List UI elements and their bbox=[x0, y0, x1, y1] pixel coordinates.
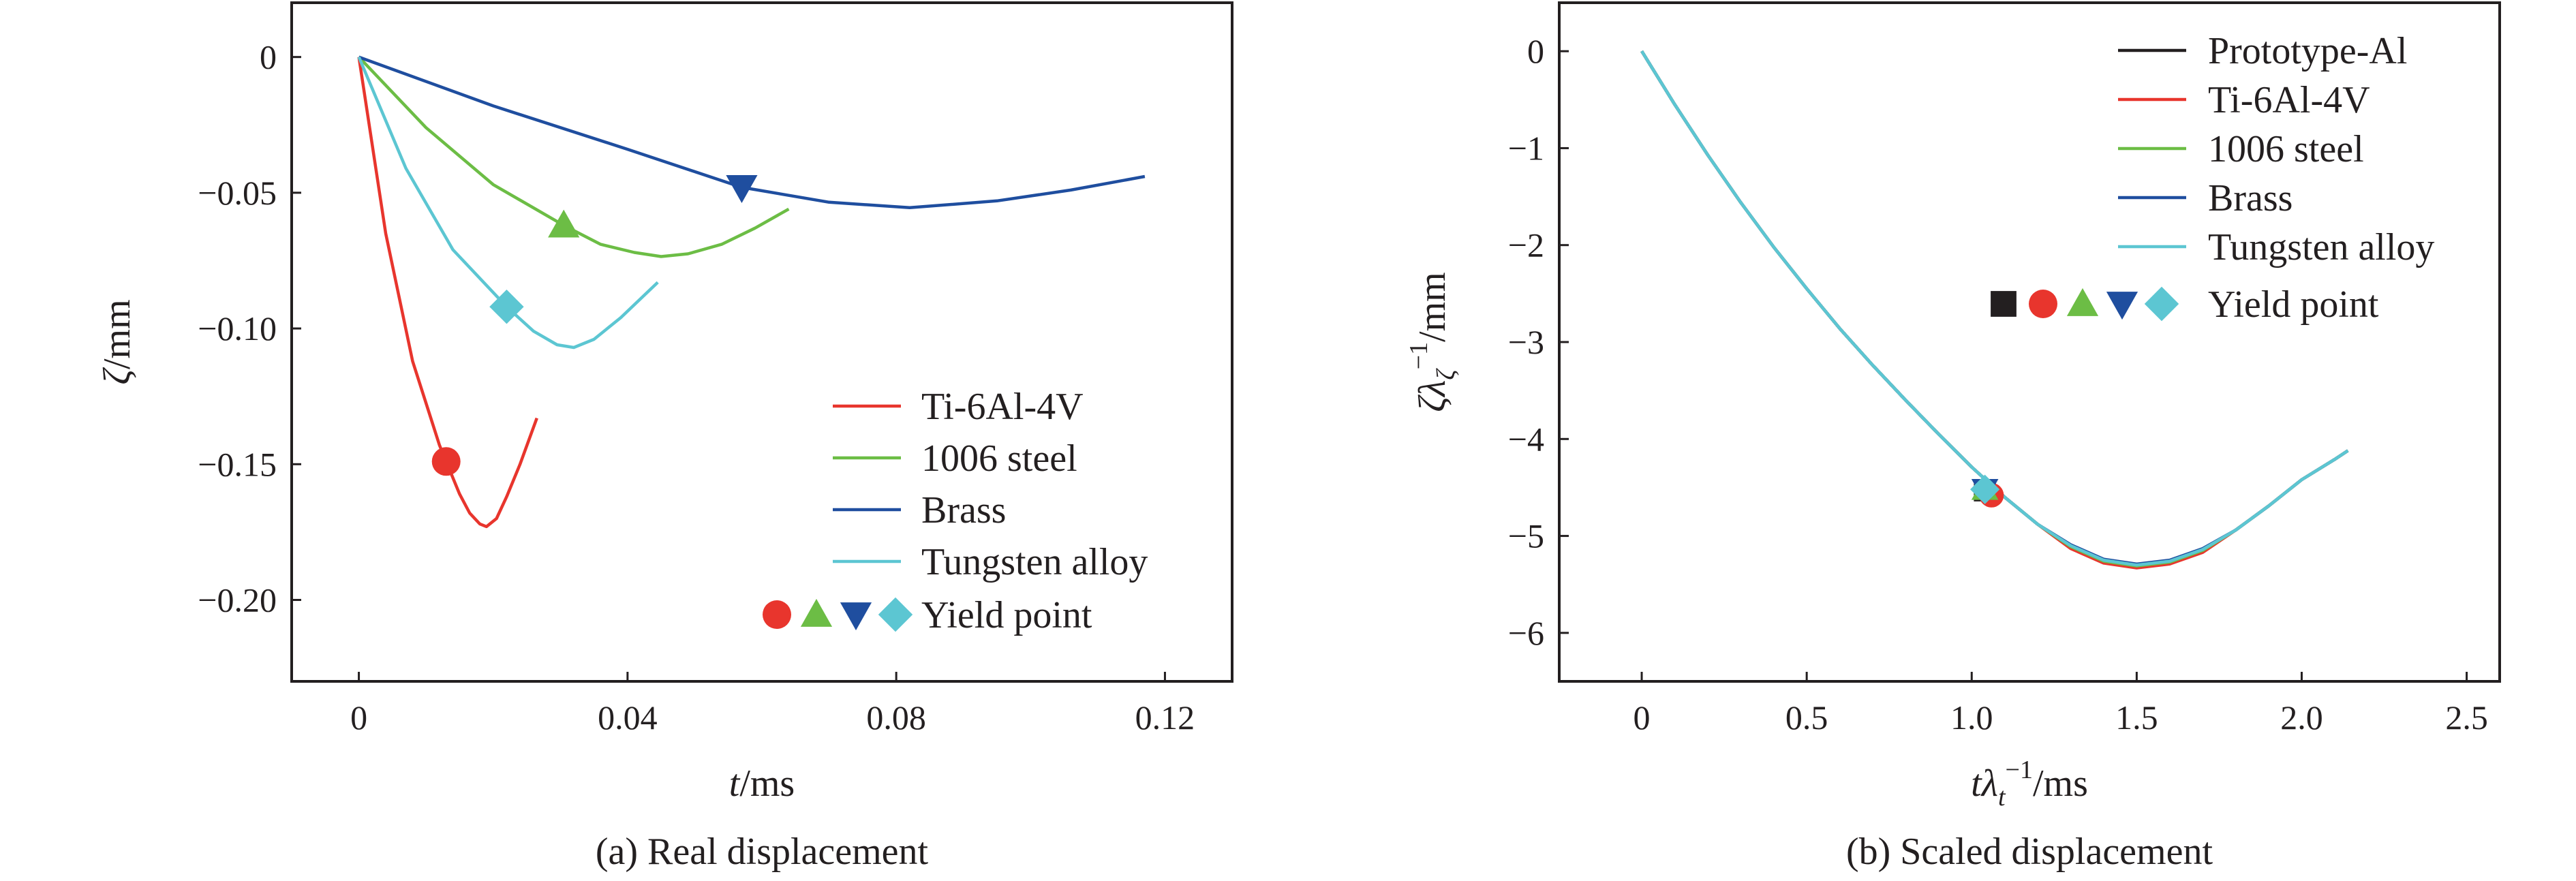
yield-marker-0 bbox=[431, 447, 461, 476]
legend-yield-marker-2 bbox=[840, 602, 872, 631]
x-tick-label: 0.08 bbox=[866, 698, 926, 737]
x-tick-label: 0.12 bbox=[1135, 698, 1195, 737]
x-tick-label: 0 bbox=[1634, 698, 1651, 737]
y-tick-label: −5 bbox=[1508, 517, 1544, 555]
y-tick-label: −4 bbox=[1508, 420, 1544, 458]
y-tick-label: −2 bbox=[1508, 226, 1544, 264]
x-tick-label: 0.5 bbox=[1785, 698, 1828, 737]
legend-label-2: Brass bbox=[921, 489, 1006, 531]
legend-yield-marker-0 bbox=[763, 600, 791, 629]
panel-b-chart: 0 0.5 1.0 1.5 2.0 2.5 0 −1 −2 −3 −4 −5 −6 (b) Scaled … bbox=[1405, 1, 2501, 873]
legend-yield-marker-3 bbox=[2106, 292, 2138, 320]
legend-yield-marker-0 bbox=[1991, 291, 2017, 317]
x-tick-label: 1.5 bbox=[2115, 698, 2158, 737]
x-tick-label: 2.5 bbox=[2445, 698, 2488, 737]
series-line-1 bbox=[357, 56, 790, 258]
y-tick-label: −0.15 bbox=[198, 445, 277, 483]
legend-yield-label: Yield point bbox=[2208, 283, 2379, 326]
caption: (b) Scaled displacement bbox=[1846, 831, 2213, 873]
legend-label-1: Ti-6Al-4V bbox=[2208, 79, 2370, 121]
legend-yield-marker-1 bbox=[2029, 290, 2057, 318]
y-tick-label: 0 bbox=[260, 38, 277, 76]
x-tick-label: 1.0 bbox=[1950, 698, 1993, 737]
y-tick-label: −0.05 bbox=[198, 174, 277, 212]
x-tick-label: 0 bbox=[350, 698, 367, 737]
legend-label-0: Prototype-Al bbox=[2208, 30, 2407, 72]
series-line-3 bbox=[357, 56, 659, 350]
y-tick-label: −0.20 bbox=[198, 581, 277, 619]
series-line-4 bbox=[1640, 50, 2349, 567]
yield-marker-4 bbox=[1970, 474, 2000, 504]
legend-yield-marker-3 bbox=[878, 597, 913, 632]
yield-marker-2 bbox=[726, 175, 758, 204]
y-tick-label: −3 bbox=[1508, 323, 1544, 361]
y-tick-label: −0.10 bbox=[198, 309, 277, 347]
legend-label-4: Tungsten alloy bbox=[2208, 226, 2434, 268]
legend-yield-marker-2 bbox=[2066, 288, 2099, 316]
legend-label-3: Brass bbox=[2208, 177, 2293, 219]
legend-label-0: Ti-6Al-4V bbox=[921, 386, 1084, 428]
legend-yield-marker-4 bbox=[2144, 286, 2179, 322]
legend-label-1: 1006 steel bbox=[921, 437, 1077, 480]
series-line-0 bbox=[357, 57, 538, 529]
y-axis-label: ζ/mm bbox=[96, 299, 138, 384]
y-tick-label: −1 bbox=[1508, 129, 1544, 167]
series-line-2 bbox=[358, 55, 1146, 210]
legend-label-3: Tungsten alloy bbox=[921, 541, 1148, 583]
x-axis-label: tλt−1/ms bbox=[1971, 756, 2088, 812]
legend-label-2: 1006 steel bbox=[2208, 128, 2364, 170]
x-axis-label: t/ms bbox=[729, 762, 795, 805]
yield-marker-3 bbox=[489, 290, 524, 324]
x-tick-label: 2.0 bbox=[2280, 698, 2323, 737]
panel-a-chart: 0 0.04 0.08 0.12 0 −0.05 −0.10 −0.15 −0.20 (a) Re… bbox=[96, 1, 1233, 873]
y-tick-label: 0 bbox=[1527, 32, 1544, 70]
plot-frame bbox=[290, 1, 1233, 683]
legend-yield-label: Yield point bbox=[921, 594, 1092, 636]
y-tick-label: −6 bbox=[1508, 614, 1544, 652]
caption: (a) Real displacement bbox=[596, 831, 929, 873]
y-axis-label: ζλζ−1/mm bbox=[1405, 272, 1460, 412]
x-tick-label: 0.04 bbox=[598, 698, 658, 737]
yield-marker-1 bbox=[548, 209, 580, 238]
legend-yield-marker-1 bbox=[800, 598, 833, 627]
